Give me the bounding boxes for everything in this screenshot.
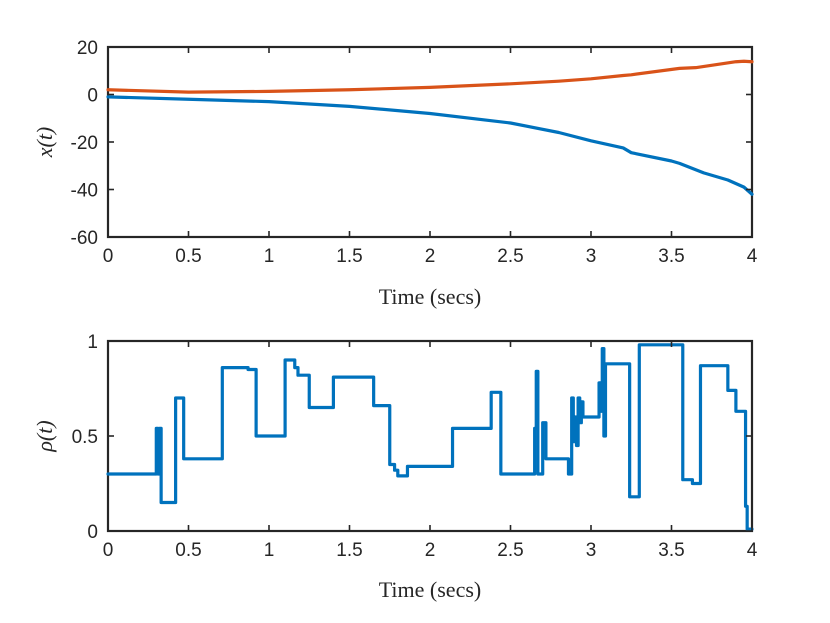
state-trajectory-x-axis-label: Time (secs) [379,284,481,309]
rho-signal-y-tick-label: 0.5 [72,427,98,448]
rho-signal-x-tick-label: 0 [103,540,114,561]
state-trajectory-x-tick-label: 4 [747,246,758,267]
state-trajectory-y-ticks: 20 0 -20 -40 -60 [71,38,752,249]
rho-signal-series-group [106,343,754,531]
rho-signal-axes: 0 0.5 1 1.5 2 2.5 3 3.5 4 10.50 Time (secs) ρ(t) [32,332,758,602]
state-trajectory-x-tick-label: 2.5 [497,246,523,267]
rho-signal-x-tick-label: 3 [586,540,597,561]
state-trajectory-y-tick-label: -60 [71,228,98,249]
rho-signal-y-tick-label: 0 [87,522,98,543]
state-trajectory-x-tick-label: 1 [264,246,275,267]
rho-signal-x-tick-label: 3.5 [658,540,684,561]
rho-signal-x-tick-label: 4 [747,540,758,561]
state-trajectory-y-axis-label: x(t) [32,127,57,159]
state-trajectory-x-tick-label: 3 [586,246,597,267]
state-trajectory-y-tick-label: -20 [71,133,98,154]
state-trajectory-x-ticks: 0 0.5 1 1.5 2 2.5 3 3.5 4 [103,47,758,267]
rho-signal-x-ticks: 0 0.5 1 1.5 2 2.5 3 3.5 4 [103,341,758,561]
rho-signal-plot-area [106,339,754,533]
state-trajectory-series-x2-line [106,59,754,94]
rho-signal-x-axis-label: Time (secs) [379,577,481,602]
rho-signal-x-tick-label: 1 [264,540,275,561]
state-trajectory-y-tick-label: -40 [71,181,98,202]
state-trajectory-x-tick-label: 2 [425,246,436,267]
rho-signal-series-rho-line [106,343,754,531]
state-trajectory-plot-area [106,45,754,239]
state-trajectory-axes: 0 0.5 1 1.5 2 2.5 3 3.5 4 20 0 -20 -40 -60 Time (sec… [32,38,758,309]
rho-signal-y-ticks: 10.50 [72,332,752,543]
state-trajectory-series-group [106,59,754,196]
state-trajectory-x-tick-label: 0.5 [175,246,201,267]
state-trajectory-y-tick-label: 0 [87,86,98,107]
state-trajectory-y-tick-label: 20 [77,38,98,59]
state-trajectory-x-tick-label: 1.5 [336,246,362,267]
rho-signal-x-tick-label: 2.5 [497,540,523,561]
state-trajectory-series-x1-line [106,95,754,196]
rho-signal-x-tick-label: 1.5 [336,540,362,561]
state-trajectory-x-tick-label: 0 [103,246,114,267]
state-trajectory-x-tick-label: 3.5 [658,246,684,267]
rho-signal-x-tick-label: 2 [425,540,436,561]
rho-signal-y-tick-label: 1 [87,332,98,353]
rho-signal-x-tick-label: 0.5 [175,540,201,561]
rho-signal-y-axis-label: ρ(t) [32,420,57,452]
